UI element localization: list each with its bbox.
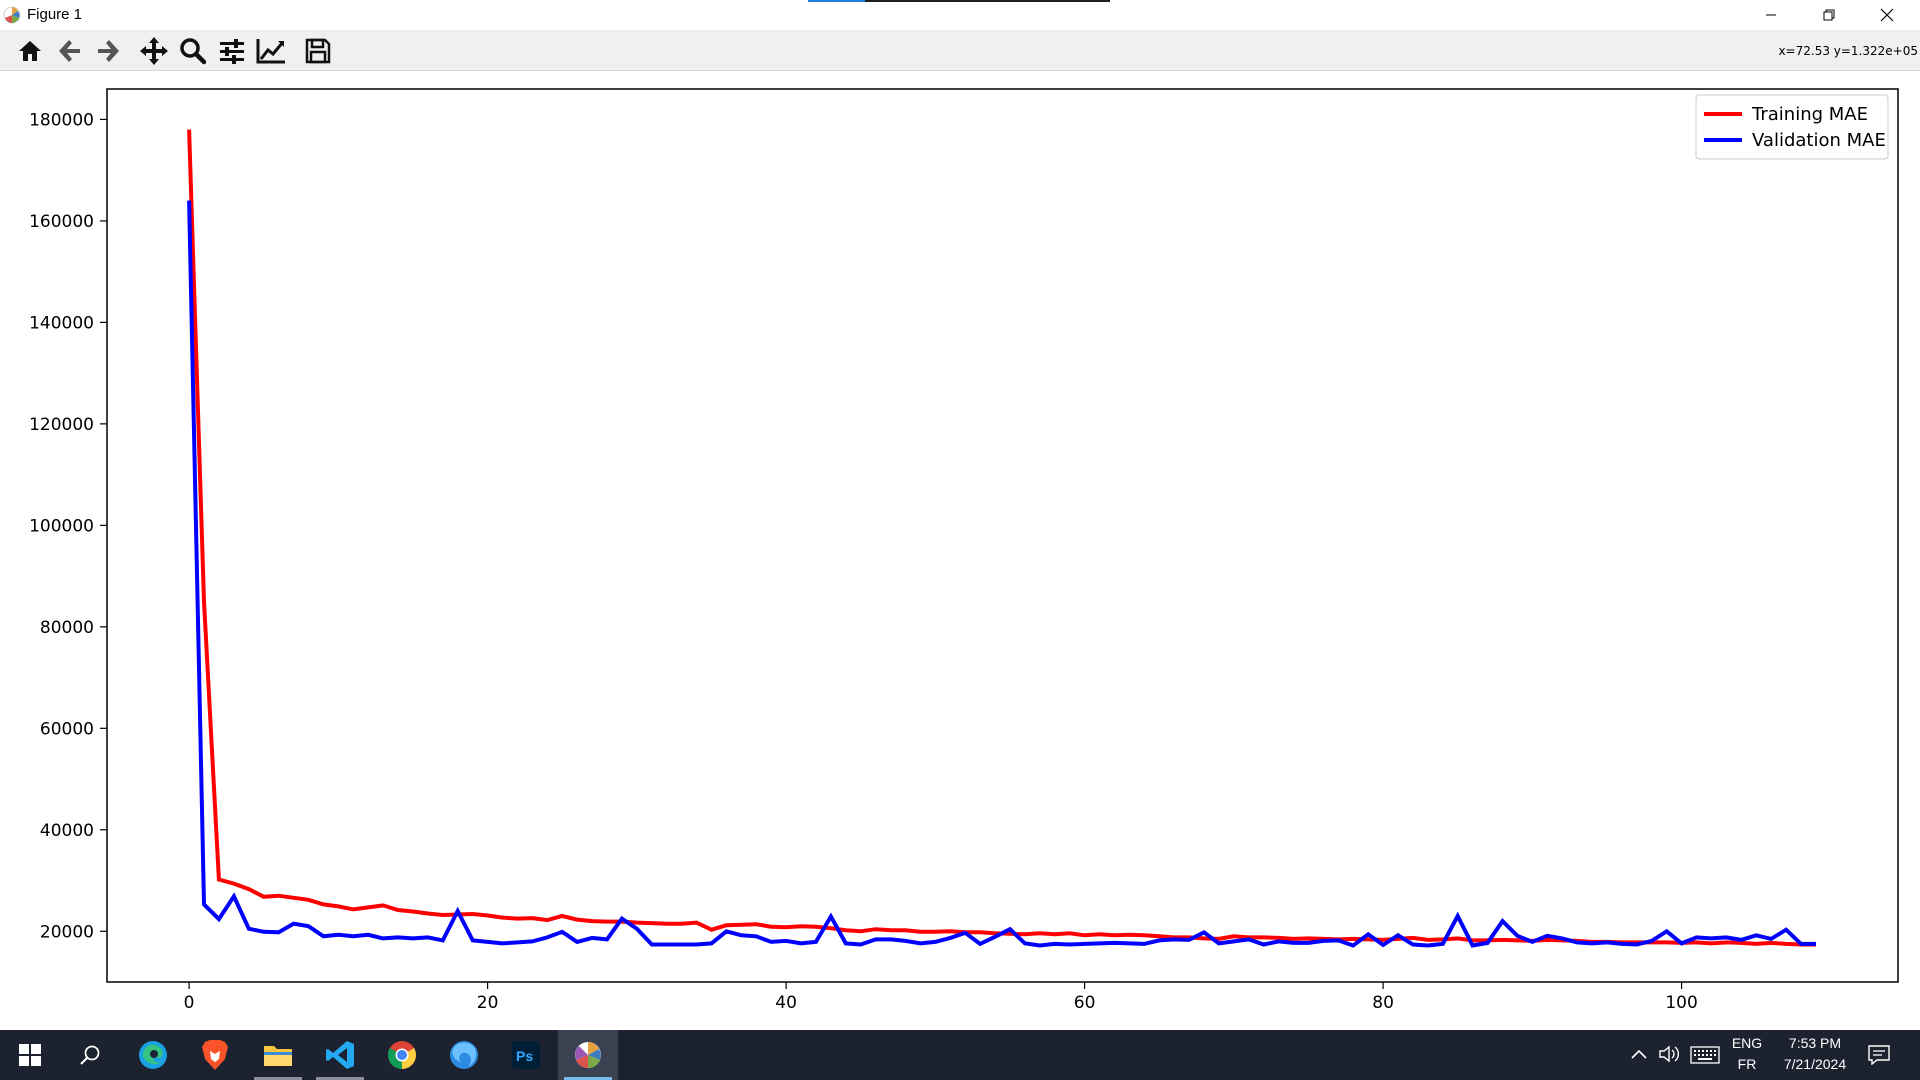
photoshop-app[interactable]: Ps [496, 1030, 556, 1080]
clock[interactable]: 7:53 PM 7/21/2024 [1772, 1035, 1858, 1072]
line-chart-icon [256, 39, 285, 64]
minimize-icon [1766, 14, 1776, 16]
home-icon [19, 41, 41, 61]
x-tick-label: 20 [477, 993, 499, 1013]
x-tick-label: 80 [1372, 993, 1394, 1013]
x-tick-label: 40 [775, 993, 797, 1013]
back-button[interactable] [54, 35, 86, 67]
minimize-button[interactable] [1742, 0, 1800, 30]
notification-icon[interactable] [1868, 1045, 1890, 1065]
restore-icon [1823, 9, 1835, 21]
window-title-bar: Figure 1 [0, 0, 1920, 30]
training-mae-line [187, 129, 1816, 947]
language-bottom: FR [1737, 1056, 1757, 1072]
close-button[interactable] [1858, 0, 1916, 30]
forward-button[interactable] [92, 35, 124, 67]
brave-app[interactable] [185, 1030, 245, 1080]
validation-mae-line [187, 200, 1816, 948]
floppy-disk-icon [305, 38, 331, 64]
speaker-icon[interactable] [1658, 1044, 1682, 1064]
arrow-left-icon [59, 40, 80, 62]
restore-button[interactable] [1800, 0, 1858, 30]
svg-text:Ps: Ps [516, 1048, 533, 1064]
legend-label: Validation MAE [1752, 130, 1886, 151]
navigation-toolbar: x=72.53 y=1.322e+05 [0, 30, 1920, 71]
window-title: Figure 1 [27, 6, 83, 23]
search-button[interactable] [60, 1030, 120, 1080]
chrome-app[interactable] [372, 1030, 432, 1080]
y-tick-label: 60000 [40, 719, 94, 739]
photoshop-icon: Ps [512, 1041, 540, 1069]
vscode-app[interactable] [310, 1030, 370, 1080]
edit-axis-button[interactable] [255, 35, 287, 67]
zoom-button[interactable] [177, 35, 209, 67]
clock-time: 7:53 PM [1788, 1035, 1842, 1051]
search-icon [80, 1045, 100, 1065]
folder-icon [264, 1046, 292, 1066]
x-tick-label: 100 [1665, 993, 1697, 1013]
edge-icon [139, 1041, 167, 1069]
y-tick-label: 40000 [40, 821, 94, 841]
firefox-icon [450, 1041, 478, 1069]
y-tick-label: 140000 [29, 313, 94, 333]
move-icon [140, 37, 168, 65]
windows-taskbar: Ps ENG FR 7:53 PM 7/21/2024 [0, 1030, 1920, 1080]
figure-canvas[interactable]: 0 20 40 60 80 100 20000 40000 60000 80000 100000 12… [0, 71, 1920, 1030]
start-button[interactable] [0, 1030, 60, 1080]
arrow-right-icon [98, 40, 119, 62]
vscode-icon [326, 1041, 354, 1069]
y-tick-label: 100000 [29, 516, 94, 536]
chevron-up-icon[interactable] [1631, 1047, 1647, 1061]
python-figure-app[interactable] [558, 1030, 618, 1080]
configure-subplots-button[interactable] [216, 35, 248, 67]
close-icon [1880, 8, 1894, 22]
y-tick-label: 20000 [40, 922, 94, 942]
firefox-app[interactable] [434, 1030, 494, 1080]
matplotlib-icon [575, 1042, 601, 1068]
y-tick-label: 180000 [29, 110, 94, 130]
clock-date: 7/21/2024 [1783, 1056, 1847, 1072]
save-button[interactable] [302, 35, 334, 67]
pan-button[interactable] [138, 35, 170, 67]
y-tick-label: 120000 [29, 415, 94, 435]
y-tick-label: 160000 [29, 212, 94, 232]
magnifier-icon [180, 38, 207, 65]
file-explorer-app[interactable] [248, 1030, 308, 1080]
windows-logo-icon [19, 1044, 41, 1066]
chrome-icon [388, 1041, 416, 1069]
plot-frame [106, 88, 1899, 983]
coordinate-readout: x=72.53 y=1.322e+05 [1778, 44, 1918, 58]
line-chart: 0 20 40 60 80 100 20000 40000 60000 80000 100000 12… [29, 88, 1899, 1013]
x-tick-label: 60 [1074, 993, 1096, 1013]
title-progress-bar [808, 0, 1110, 2]
y-tick-label: 80000 [40, 618, 94, 638]
edge-app[interactable] [123, 1030, 183, 1080]
sliders-icon [220, 39, 244, 64]
brave-lion-icon [202, 1040, 228, 1070]
x-tick-label: 0 [184, 993, 195, 1013]
language-indicator[interactable]: ENG FR [1722, 1035, 1772, 1072]
home-button[interactable] [14, 35, 46, 67]
legend-label: Training MAE [1751, 104, 1868, 125]
keyboard-icon[interactable] [1690, 1046, 1720, 1064]
language-top: ENG [1731, 1035, 1763, 1051]
legend-box [1695, 94, 1889, 160]
matplotlib-icon [3, 6, 21, 24]
